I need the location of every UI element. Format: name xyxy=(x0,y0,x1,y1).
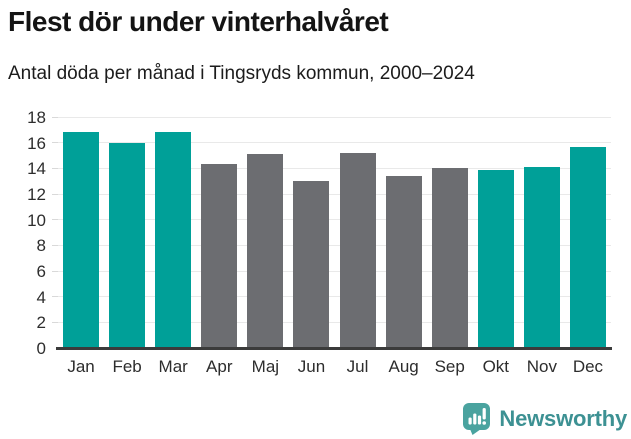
chart-subtitle: Antal döda per månad i Tingsryds kommun,… xyxy=(8,63,475,84)
gridline-8 xyxy=(58,244,611,246)
y-tick-label-0: 0 xyxy=(36,339,46,358)
x-tick-label-mar: Mar xyxy=(158,357,188,376)
gridline-14 xyxy=(58,167,611,169)
y-tick-label-4: 4 xyxy=(36,287,46,307)
y-tick-4 xyxy=(52,296,58,298)
newsworthy-logo-text: Newsworthy xyxy=(499,405,627,431)
gridline-12 xyxy=(58,193,611,195)
bar-aug xyxy=(385,176,422,348)
bar-mar xyxy=(155,132,192,348)
bar-apr xyxy=(201,164,238,348)
x-tick-label-okt: Okt xyxy=(482,357,510,376)
gridline-18 xyxy=(58,116,611,118)
bar-feb xyxy=(109,142,146,348)
y-tick-label-2: 2 xyxy=(36,313,46,333)
y-tick-12 xyxy=(52,193,58,195)
y-tick-2 xyxy=(52,321,58,323)
x-tick-label-feb: Feb xyxy=(112,357,142,376)
y-tick-label-18: 18 xyxy=(27,108,46,127)
bar-jul xyxy=(339,152,376,348)
bar-okt xyxy=(477,169,514,348)
bar-sep xyxy=(431,168,468,348)
y-tick-8 xyxy=(52,244,58,246)
y-tick-18 xyxy=(52,116,58,118)
x-tick-label-aug: Aug xyxy=(388,357,419,376)
bar-jan xyxy=(63,132,100,348)
x-tick-label-apr: Apr xyxy=(206,357,233,376)
x-tick-label-maj: Maj xyxy=(251,357,280,376)
gridline-6 xyxy=(58,270,611,272)
y-tick-label-10: 10 xyxy=(27,210,46,230)
newsworthy-logo-icon xyxy=(463,403,491,435)
plot-area xyxy=(52,116,611,348)
gridline-10 xyxy=(58,219,611,221)
y-tick-label-8: 8 xyxy=(36,236,46,256)
x-tick-label-nov: Nov xyxy=(526,357,557,376)
y-tick-6 xyxy=(52,270,58,272)
y-tick-label-16: 16 xyxy=(27,133,46,153)
y-axis: 0 2 4 6 8 10 12 14 16 18 xyxy=(0,108,46,358)
x-axis-line xyxy=(56,347,612,350)
x-axis-labels: Jan Feb Mar Apr Maj Jun Jul Aug Sep Okt Nov Dec xyxy=(58,357,611,379)
gridline-2 xyxy=(58,321,611,323)
x-tick-label-dec: Dec xyxy=(572,357,604,376)
bar-maj xyxy=(247,154,284,348)
y-tick-label-14: 14 xyxy=(27,159,46,179)
y-tick-label-6: 6 xyxy=(36,262,46,281)
bar-jun xyxy=(293,181,330,348)
bar-dec xyxy=(569,146,606,348)
gridline-4 xyxy=(58,296,611,298)
x-tick-label-sep: Sep xyxy=(434,357,465,376)
x-tick-label-jun: Jun xyxy=(297,357,326,376)
x-tick-label-jul: Jul xyxy=(346,357,369,376)
y-tick-10 xyxy=(52,219,58,221)
bar-nov xyxy=(523,167,560,348)
y-tick-16 xyxy=(52,142,58,144)
y-tick-14 xyxy=(52,167,58,169)
chart-title: Flest dör under vinterhalvåret xyxy=(8,6,389,37)
y-tick-label-12: 12 xyxy=(27,185,46,204)
newsworthy-logo: Newsworthy xyxy=(462,402,627,435)
gridline-16 xyxy=(58,142,611,144)
x-tick-label-jan: Jan xyxy=(67,357,95,376)
